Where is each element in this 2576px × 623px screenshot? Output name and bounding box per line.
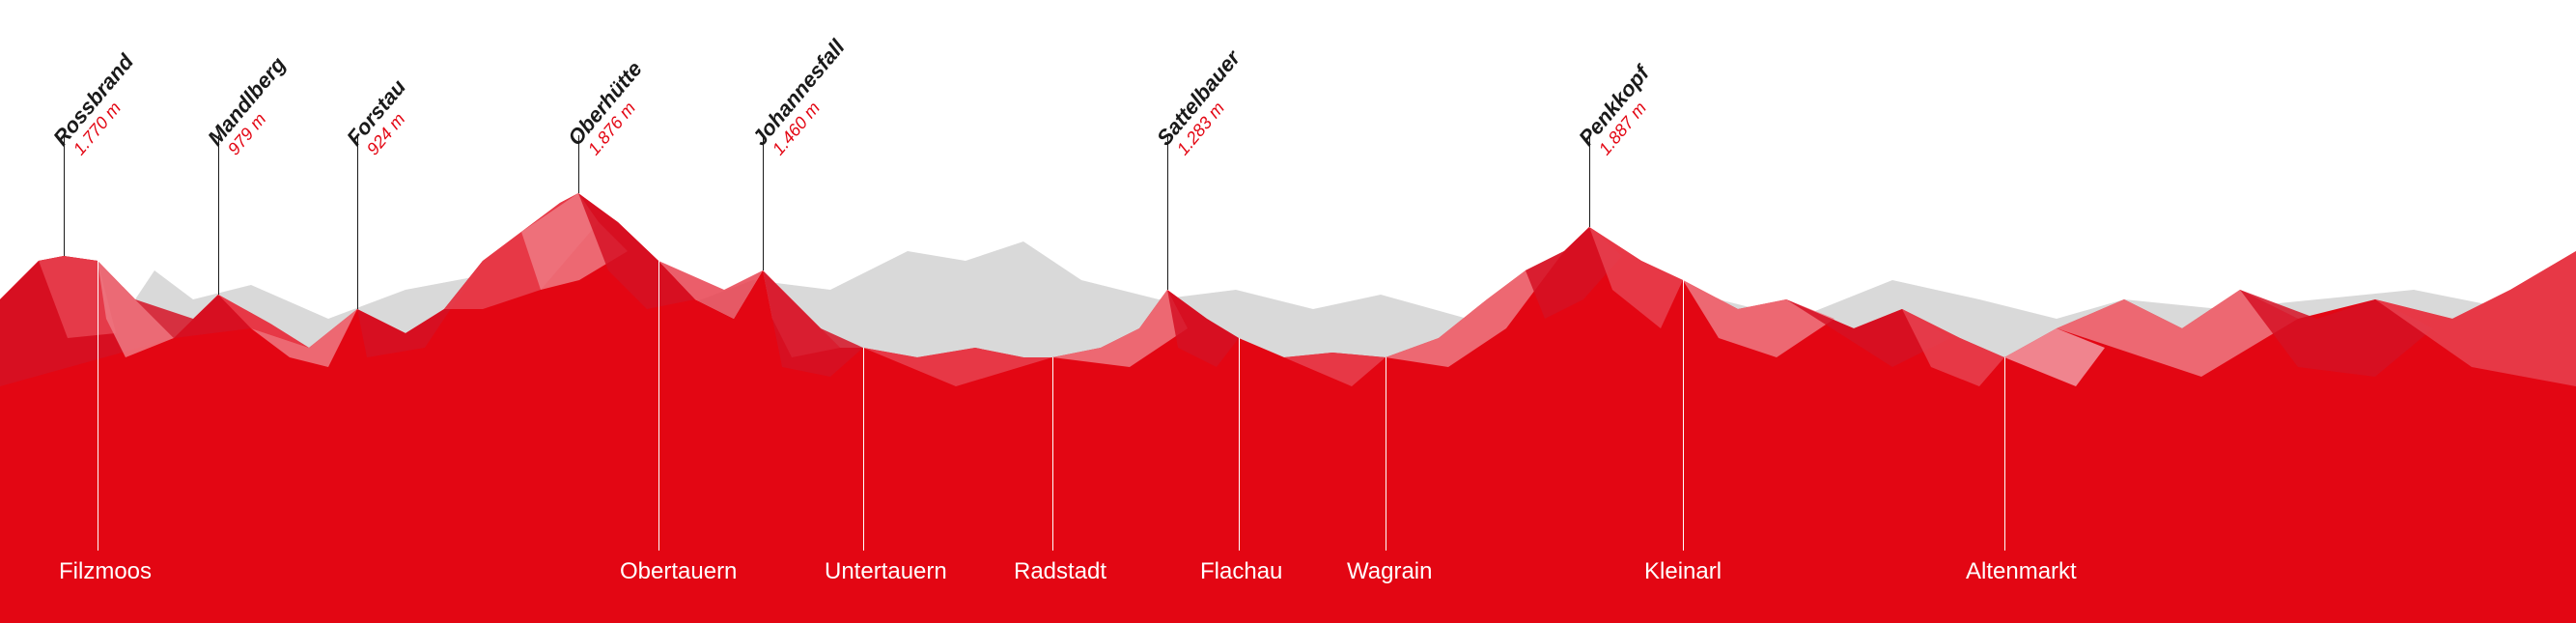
peak-indicator-line	[1589, 135, 1590, 227]
town-name-label: Untertauern	[825, 558, 947, 585]
town-name-label: Filzmoos	[59, 558, 152, 585]
town-indicator-line	[1239, 338, 1240, 551]
peak-indicator-line	[357, 135, 358, 309]
town-name-label: Altenmarkt	[1966, 558, 2077, 585]
town-name-label: Flachau	[1200, 558, 1282, 585]
peak-indicator-line	[1167, 135, 1168, 290]
peak-indicator-line	[64, 135, 65, 256]
town-name-label: Kleinarl	[1644, 558, 1722, 585]
elevation-profile-chart: Rossbrand1.770 mMandlberg979 mForstau924…	[0, 0, 2576, 623]
peak-indicator-line	[763, 135, 764, 270]
town-name-label: Obertauern	[620, 558, 737, 585]
town-indicator-line	[863, 348, 864, 551]
town-indicator-line	[2004, 357, 2005, 551]
peak-indicator-line	[218, 135, 219, 295]
town-indicator-line	[658, 261, 659, 551]
town-indicator-line	[1052, 357, 1053, 551]
town-name-label: Radstadt	[1014, 558, 1106, 585]
town-name-label: Wagrain	[1347, 558, 1432, 585]
town-indicator-line	[1683, 280, 1684, 551]
